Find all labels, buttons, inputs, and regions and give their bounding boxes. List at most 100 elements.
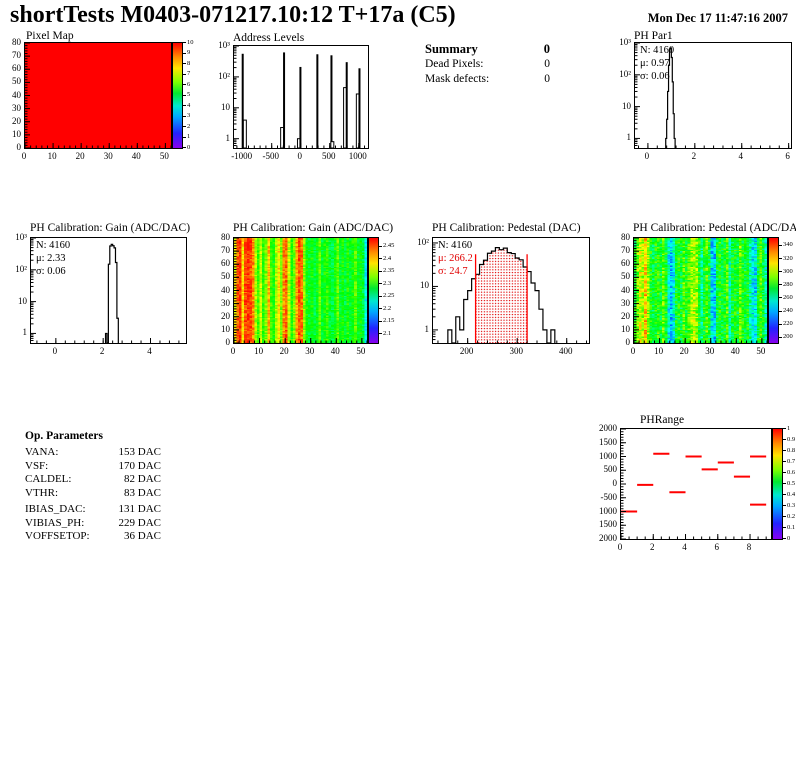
colorbar-tick: [783, 428, 786, 429]
tick-label: 10: [18, 295, 27, 306]
tick-label: 70: [221, 245, 230, 256]
colorbar-tick: [779, 284, 782, 286]
tick-label: 10³: [619, 37, 631, 47]
gain-hist-panel: PH Calibration: Gain (ADC/DAC) N: 4160 μ…: [8, 222, 198, 362]
tick-label: 30: [305, 346, 315, 356]
tick-label: 70: [12, 50, 21, 61]
tick-label: 30: [221, 297, 230, 308]
tick-label: -500: [600, 491, 618, 502]
tick-label: 20: [75, 151, 85, 161]
op-parameter-row: VOFFSETOP: 36 DAC: [25, 530, 161, 544]
colorbar-tick: [779, 310, 782, 312]
colorbar-tick: [183, 136, 186, 138]
ph-range-plot: [620, 428, 772, 540]
colorbar-tick-label: 5: [187, 91, 191, 98]
tick-label: 6: [785, 151, 790, 161]
colorbar-tick: [183, 52, 186, 54]
stats-box: N: 4160 μ: 266.2 σ: 24.7: [438, 239, 473, 278]
colorbar-tick: [783, 505, 786, 506]
stat-sigma: σ: 0.06: [640, 71, 670, 82]
tick-label: 500: [321, 151, 336, 161]
colorbar-tick: [783, 439, 786, 440]
tick-label: 0: [612, 478, 618, 488]
tick-label: -1000: [231, 151, 253, 161]
tick-label: 10: [654, 346, 664, 356]
op-parameter-row: IBIAS_DAC: 131 DAC: [25, 503, 161, 517]
tick-label: 500: [603, 464, 618, 475]
tick-label: 50: [621, 271, 630, 282]
tick-label: 10: [254, 346, 264, 356]
tick-label: 10²: [218, 70, 230, 81]
summary-title: Summary: [425, 42, 478, 56]
colorbar-tick-label: 9: [187, 49, 191, 56]
tick-label: 10: [420, 280, 429, 291]
colorbar-tick-label: 2.3: [383, 279, 392, 287]
tick-label: 10: [221, 101, 230, 112]
tick-label: 1: [626, 132, 632, 143]
stat-mean: μ: 0.97: [640, 58, 670, 69]
tick-label: 30: [621, 297, 630, 308]
colorbar-tick-label: 2.25: [383, 292, 395, 300]
colorbar-tick-label: 8: [187, 59, 191, 67]
colorbar-tick: [783, 461, 786, 462]
tick-label: 30: [12, 102, 21, 113]
colorbar-tick: [183, 147, 186, 148]
pedestal-map-plot: [633, 237, 768, 344]
tick-label: 60: [621, 258, 630, 269]
colorbar-tick-label: 0.2: [787, 512, 796, 520]
summary-header: Summary 0: [425, 42, 550, 57]
op-param-label: IBIAS_DAC:: [25, 503, 86, 515]
timestamp: Mon Dec 17 11:47:16 2007: [647, 11, 788, 25]
summary-total: 0: [543, 42, 550, 56]
colorbar-tick-label: 300: [783, 267, 793, 275]
tick-label: 50: [221, 271, 230, 282]
tick-label: 80: [12, 37, 21, 47]
tick-label: 4: [738, 151, 743, 161]
stat-entries: N: 4160: [640, 45, 675, 56]
ph-range-panel: PHRange 0 2 4 6 8 2000 1500 1000 500 0 -500 1000 150…: [598, 414, 796, 554]
pixel-map-panel: Pixel Map 0 10 20 30 40 50 0 10 20 30 40 50 60 70 80 0 1…: [0, 30, 206, 164]
op-parameter-row: VIBIAS_PH: 229 DAC: [25, 517, 161, 531]
tick-label: 80: [221, 232, 230, 242]
tick-label: 40: [621, 284, 630, 295]
colorbar-tick-label: 6: [187, 80, 191, 88]
gain_map-heatmap: [234, 238, 367, 343]
summary-row-label: Dead Pixels:: [425, 58, 484, 70]
colorbar-tick: [379, 258, 382, 260]
colorbar-tick-label: 340: [783, 241, 793, 249]
pedestal-map-panel: PH Calibration: Pedestal (ADC/DAC 0 10 20 3…: [610, 222, 796, 362]
colorbar-tick-label: 2: [187, 122, 191, 130]
gain-hist-plot: N: 4160 μ: 2.33 σ: 0.06: [30, 237, 187, 344]
tick-label: 0: [625, 337, 631, 347]
pedestal-hist-panel: PH Calibration: Pedestal (DAC) N: 4160 μ…: [410, 222, 596, 362]
tick-label: 20: [221, 310, 230, 321]
colorbar-tick: [779, 244, 782, 246]
colorbar-tick: [783, 472, 786, 473]
pedestal_map-heatmap: [634, 238, 767, 343]
colorbar-tick-label: 2.1: [383, 329, 392, 337]
gain-map-title: PH Calibration: Gain (ADC/DAC): [233, 222, 394, 234]
colorbar-tick: [379, 270, 382, 272]
stat-entries: N: 4160: [36, 240, 71, 251]
stat-sigma: σ: 24.7: [438, 266, 468, 277]
tick-label: 70: [621, 245, 630, 256]
colorbar-tick: [783, 538, 786, 539]
op-param-value: 229 DAC: [118, 516, 161, 529]
op-parameter-row: VTHR: 83 DAC: [25, 487, 161, 501]
pedestal-hist-plot: N: 4160 μ: 266.2 σ: 24.7: [432, 237, 590, 344]
colorbar-tick: [783, 516, 786, 517]
tick-label: 4: [147, 346, 152, 356]
ph-range-title: PHRange: [640, 414, 685, 426]
colorbar-tick-label: 200: [783, 333, 793, 341]
tick-label: 30: [103, 151, 113, 161]
tick-label: 60: [221, 258, 230, 269]
tick-label: 0: [230, 346, 236, 356]
colorbar-tick-label: 260: [783, 293, 793, 301]
tick-label: 40: [221, 284, 230, 295]
colorbar-tick: [379, 245, 382, 247]
colorbar-tick-label: 0.1: [787, 523, 796, 531]
ph-range-colorbar: [772, 428, 783, 540]
tick-label: 10: [221, 323, 230, 334]
tick-label: 10³: [15, 232, 27, 242]
